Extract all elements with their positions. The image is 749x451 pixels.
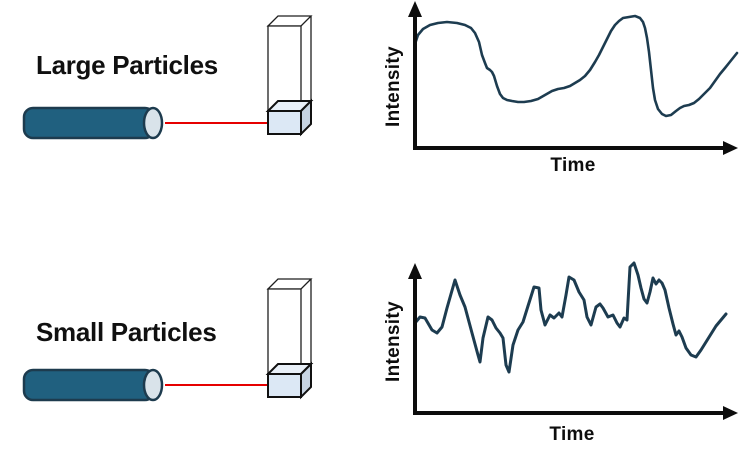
laser-beam-icon [165, 384, 268, 386]
laser-beam-icon [165, 122, 268, 124]
cuvette-icon [265, 15, 314, 137]
y-axis-arrow-icon [408, 1, 422, 17]
large-graph-xlabel: Time [550, 155, 596, 176]
large-intensity-curve [413, 14, 739, 118]
laser-body [22, 368, 156, 402]
large-graph-ylabel: Intensity [383, 46, 404, 127]
large-particles-title: Large Particles [36, 50, 218, 80]
cuvette-glass-top [266, 15, 313, 27]
small-intensity-curve [413, 261, 728, 374]
laser-lens [142, 106, 164, 140]
small-graph-ylabel: Intensity [383, 301, 404, 382]
small-graph-xlabel: Time [549, 424, 595, 445]
sample-liquid-front [267, 373, 302, 398]
laser-icon [22, 106, 164, 140]
x-axis-arrow-icon [723, 141, 738, 155]
laser-icon [22, 368, 164, 402]
sample-liquid-front [267, 110, 302, 135]
y-axis-arrow-icon [408, 263, 422, 279]
small-intensity-graph [408, 261, 738, 420]
x-axis-arrow-icon [723, 406, 738, 420]
laser-lens [142, 368, 164, 402]
laser-body [22, 106, 156, 140]
cuvette-glass-top [266, 278, 313, 290]
cuvette-icon [265, 278, 314, 400]
large-intensity-graph [408, 1, 739, 155]
small-particles-title: Small Particles [36, 317, 217, 347]
